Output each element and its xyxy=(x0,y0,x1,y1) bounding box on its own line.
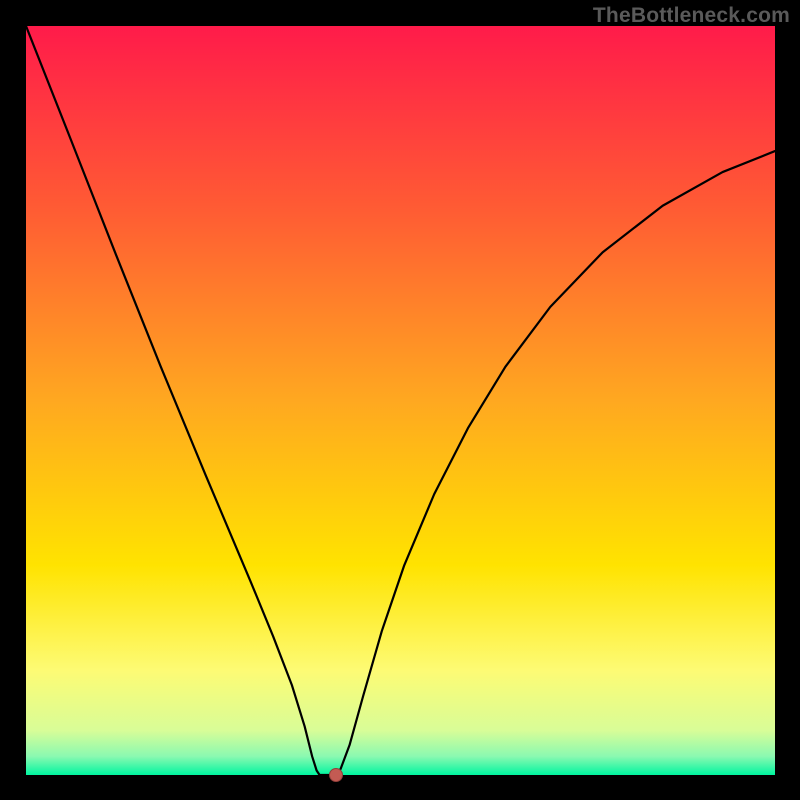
optimal-point-marker xyxy=(329,768,343,782)
chart-frame: TheBottleneck.com xyxy=(0,0,800,800)
watermark-text: TheBottleneck.com xyxy=(593,4,790,28)
plot-gradient-background xyxy=(26,26,775,775)
